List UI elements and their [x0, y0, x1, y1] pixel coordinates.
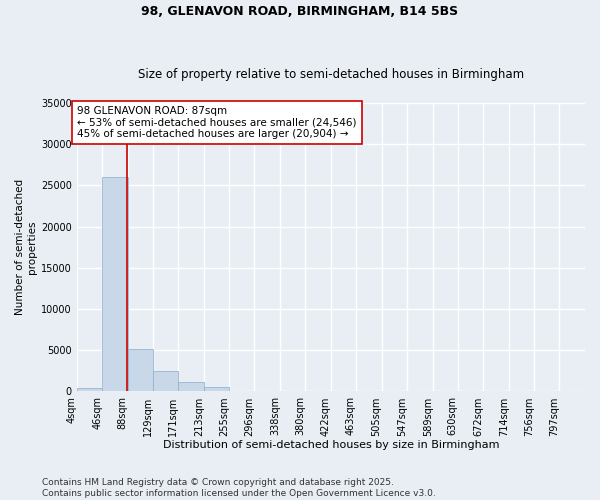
Title: Size of property relative to semi-detached houses in Birmingham: Size of property relative to semi-detach…	[137, 68, 524, 81]
Bar	[204, 388, 229, 392]
Bar	[77, 388, 102, 392]
Bar	[229, 390, 254, 392]
Text: Contains HM Land Registry data © Crown copyright and database right 2025.
Contai: Contains HM Land Registry data © Crown c…	[42, 478, 436, 498]
Text: 98 GLENAVON ROAD: 87sqm
← 53% of semi-detached houses are smaller (24,546)
45% o: 98 GLENAVON ROAD: 87sqm ← 53% of semi-de…	[77, 106, 356, 139]
Bar	[152, 371, 178, 392]
Bar	[102, 177, 128, 392]
Bar	[128, 350, 152, 392]
Bar	[178, 382, 204, 392]
Text: 98, GLENAVON ROAD, BIRMINGHAM, B14 5BS: 98, GLENAVON ROAD, BIRMINGHAM, B14 5BS	[142, 5, 458, 18]
Y-axis label: Number of semi-detached
properties: Number of semi-detached properties	[15, 179, 37, 316]
X-axis label: Distribution of semi-detached houses by size in Birmingham: Distribution of semi-detached houses by …	[163, 440, 499, 450]
